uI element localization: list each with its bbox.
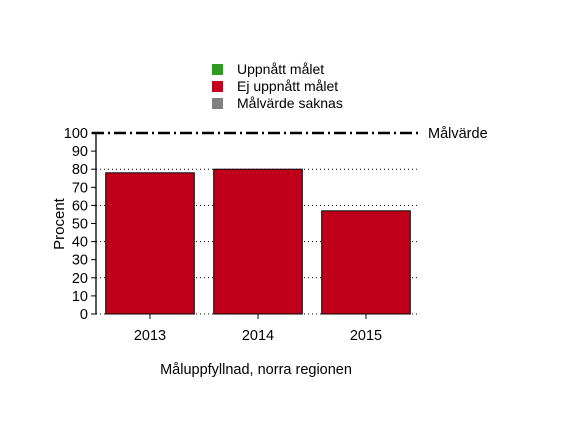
legend-label-2: Ej uppnått målet — [237, 78, 338, 94]
target-line-group: Målvärde — [92, 126, 488, 142]
y-tick-label-70: 70 — [72, 180, 88, 196]
y-tick-label-100: 100 — [64, 126, 88, 142]
y-tick-label-20: 20 — [72, 271, 88, 287]
y-tick-label-90: 90 — [72, 144, 88, 160]
y-tick-label-40: 40 — [72, 235, 88, 251]
y-tick-label-50: 50 — [72, 217, 88, 233]
bar-2015 — [321, 210, 411, 315]
bars — [105, 168, 411, 315]
legend-swatch-3 — [212, 98, 223, 109]
y-tick-label-30: 30 — [72, 253, 88, 269]
legend-label-1: Uppnått målet — [237, 61, 324, 77]
bar-2013 — [105, 172, 195, 315]
legend-label-3: Målvärde saknas — [237, 95, 343, 111]
x-tick-label-2015: 2015 — [350, 328, 382, 344]
bar-2014 — [213, 168, 303, 315]
target-label: Målvärde — [428, 126, 488, 142]
y-tick-label-10: 10 — [72, 289, 88, 305]
y-tick-label-80: 80 — [72, 162, 88, 178]
axes: 0 10 20 30 40 50 60 70 80 90 100 2013 2014 2015 — [64, 126, 420, 344]
legend-swatch-1 — [212, 64, 223, 75]
y-axis-label: Procent — [51, 197, 68, 250]
y-tick-label-60: 60 — [72, 198, 88, 214]
legend-swatch-2 — [212, 81, 223, 92]
x-tick-label-2013: 2013 — [134, 328, 166, 344]
y-tick-label-0: 0 — [80, 307, 88, 323]
x-tick-label-2014: 2014 — [242, 328, 274, 344]
x-axis-label: Måluppfyllnad, norra regionen — [160, 362, 352, 378]
